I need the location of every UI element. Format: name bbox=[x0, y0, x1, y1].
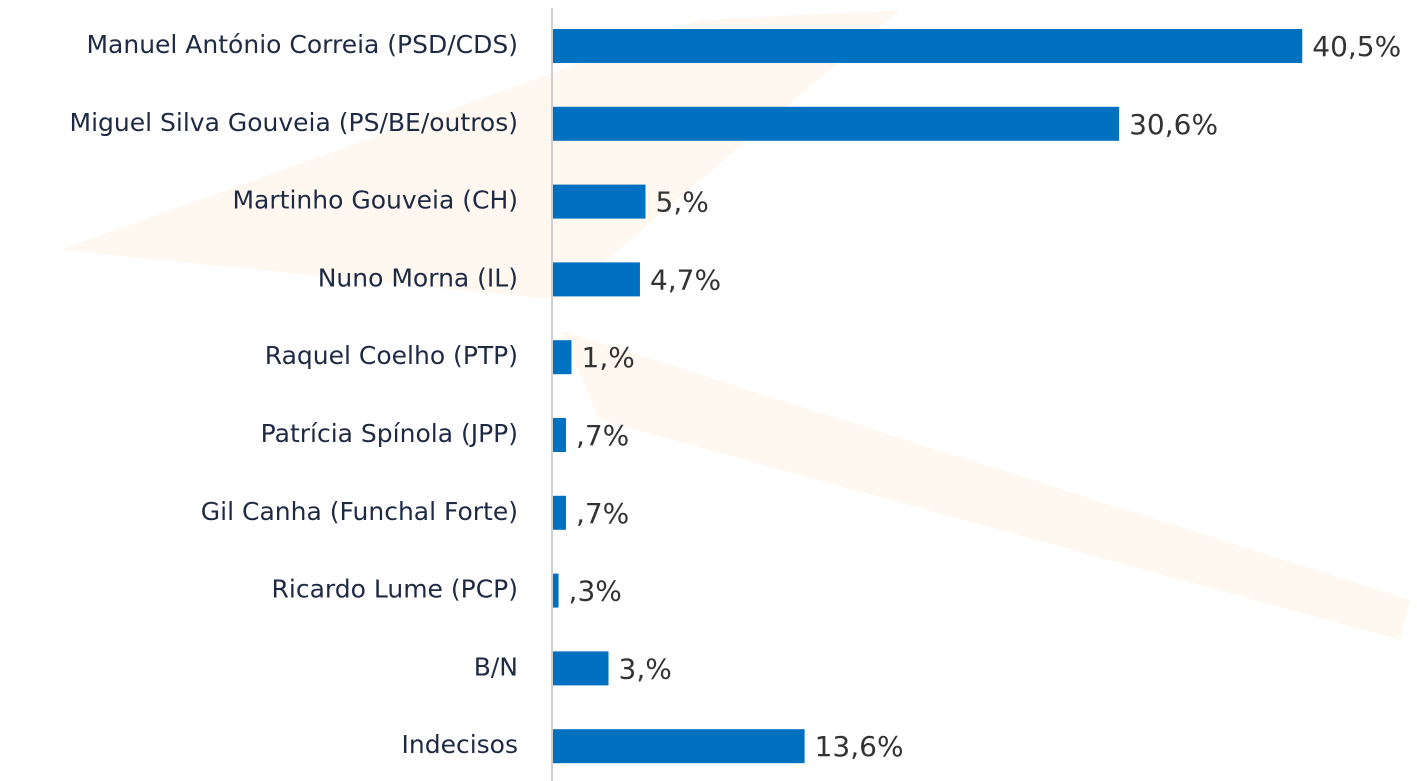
bar bbox=[553, 184, 646, 219]
bar bbox=[553, 106, 1120, 141]
bar bbox=[553, 651, 609, 686]
value-label: ,7% bbox=[576, 497, 629, 530]
bar bbox=[553, 729, 805, 764]
category-label: Martinho Gouveia (CH) bbox=[232, 186, 518, 215]
value-label: 3,% bbox=[619, 652, 672, 685]
value-label: ,7% bbox=[576, 419, 629, 452]
value-label: 13,6% bbox=[815, 730, 904, 763]
bar bbox=[553, 418, 566, 452]
bar bbox=[553, 29, 1303, 63]
watermark bbox=[60, 10, 900, 300]
category-label: Miguel Silva Gouveia (PS/BE/outros) bbox=[70, 108, 518, 137]
value-label: 4,7% bbox=[650, 263, 721, 296]
category-label: Gil Canha (Funchal Forte) bbox=[201, 497, 518, 526]
category-label: B/N bbox=[474, 652, 518, 681]
category-label: Indecisos bbox=[401, 730, 518, 759]
category-label: Manuel António Correia (PSD/CDS) bbox=[86, 30, 518, 59]
bar bbox=[553, 495, 566, 530]
bar bbox=[553, 340, 572, 375]
watermark bbox=[560, 330, 1410, 640]
category-label: Ricardo Lume (PCP) bbox=[272, 575, 518, 604]
value-label: 5,% bbox=[656, 186, 709, 219]
value-label: 1,% bbox=[582, 341, 635, 374]
category-label: Raquel Coelho (PTP) bbox=[265, 341, 518, 370]
category-label: Nuno Morna (IL) bbox=[318, 263, 518, 292]
value-label: ,3% bbox=[569, 575, 622, 608]
category-label: Patrícia Spínola (JPP) bbox=[261, 419, 518, 448]
value-label: 30,6% bbox=[1129, 108, 1218, 141]
value-label: 40,5% bbox=[1312, 30, 1401, 63]
bar bbox=[553, 262, 640, 297]
bar bbox=[553, 573, 559, 608]
